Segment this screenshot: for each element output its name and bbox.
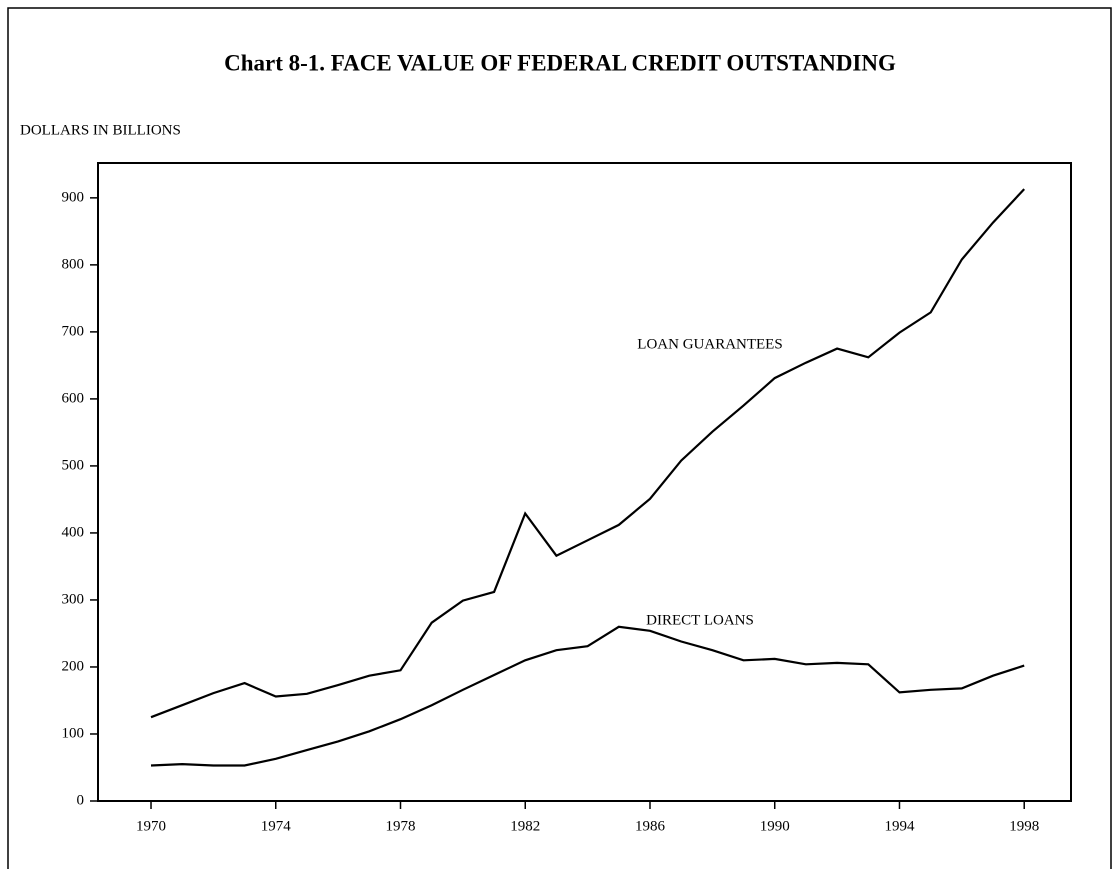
x-tick-label: 1994 <box>884 818 915 834</box>
x-tick-label: 1990 <box>760 818 790 834</box>
x-tick-label: 1998 <box>1009 818 1039 834</box>
x-tick-label: 1986 <box>635 818 666 834</box>
series-line <box>150 188 1026 719</box>
chart-title: Chart 8-1. FACE VALUE OF FEDERAL CREDIT … <box>224 50 896 75</box>
plot-frame <box>97 162 1072 802</box>
frame <box>7 7 1112 869</box>
y-tick-label: 300 <box>62 591 85 607</box>
y-tick-label: 0 <box>77 792 85 808</box>
series-line <box>150 625 1025 767</box>
y-tick-label: 600 <box>62 390 85 406</box>
y-tick-label: 200 <box>62 658 85 674</box>
x-tick-label: 1970 <box>136 818 166 834</box>
y-tick-label: 700 <box>62 323 85 339</box>
x-tick-label: 1982 <box>510 818 540 834</box>
series-label: DIRECT LOANS <box>646 612 754 628</box>
y-tick-label: 800 <box>62 256 85 272</box>
x-tick-label: 1974 <box>261 818 292 834</box>
y-tick-label: 900 <box>62 189 85 205</box>
y-axis-label: DOLLARS IN BILLIONS <box>20 122 181 138</box>
y-tick-label: 400 <box>62 524 85 540</box>
y-tick-label: 100 <box>62 725 85 741</box>
series-label: LOAN GUARANTEES <box>637 336 782 352</box>
y-tick-label: 500 <box>62 457 85 473</box>
x-tick-label: 1978 <box>386 818 416 834</box>
